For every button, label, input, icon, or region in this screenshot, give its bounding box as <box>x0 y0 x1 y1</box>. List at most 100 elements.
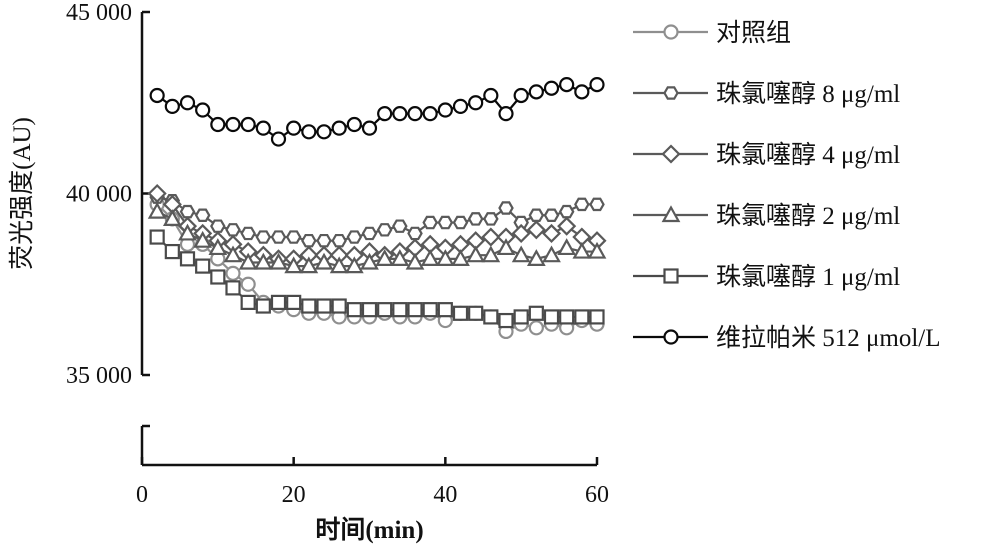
series-3 <box>147 201 607 274</box>
point-marker <box>286 120 302 136</box>
point-marker <box>468 305 484 321</box>
point-marker <box>179 95 196 111</box>
point-marker <box>253 252 273 270</box>
point-marker <box>528 320 544 336</box>
point-marker <box>331 120 347 136</box>
point-marker <box>543 309 560 325</box>
point-marker <box>422 106 438 122</box>
point-marker <box>344 256 364 274</box>
legend-item: 对照组 <box>633 19 791 47</box>
point-marker <box>225 265 241 281</box>
point-marker <box>377 106 393 122</box>
point-marker <box>210 219 226 233</box>
point-marker <box>528 305 544 321</box>
point-marker <box>193 230 213 248</box>
x-tick-label: 0 <box>136 482 148 508</box>
point-marker <box>511 245 531 263</box>
point-marker <box>466 245 486 263</box>
point-marker <box>377 302 393 318</box>
point-marker <box>270 230 287 244</box>
legend-item: 维拉帕米 512 μmol/L <box>633 324 941 352</box>
point-marker <box>285 230 302 244</box>
point-marker <box>589 309 605 325</box>
point-marker <box>452 215 469 230</box>
point-marker <box>526 220 546 240</box>
y-axis-title: 荧光强度(AU) <box>8 117 36 270</box>
point-marker <box>513 87 529 104</box>
y-ticks: 35 000 40 000 45 000 <box>66 0 150 389</box>
point-marker <box>179 204 196 219</box>
point-marker <box>179 251 196 267</box>
point-marker <box>543 80 560 96</box>
point-marker <box>316 233 332 248</box>
point-marker <box>407 226 423 241</box>
point-marker <box>557 216 577 236</box>
point-marker <box>543 208 560 223</box>
legend-item: 珠氯噻醇 4 μg/ml <box>633 141 900 169</box>
point-marker <box>528 208 545 223</box>
series-4 <box>149 229 605 329</box>
point-marker <box>498 106 514 122</box>
point-marker <box>587 241 607 259</box>
point-marker <box>437 102 453 118</box>
point-marker <box>481 227 501 247</box>
point-marker <box>468 95 484 111</box>
point-marker <box>589 197 605 212</box>
legend-label: 珠氯噻醇 4 μg/ml <box>716 141 900 169</box>
y-tick-label: 40 000 <box>66 182 132 208</box>
point-marker <box>316 124 332 140</box>
point-marker <box>240 294 256 310</box>
point-marker <box>164 243 180 260</box>
point-marker <box>422 215 438 230</box>
point-marker <box>240 226 256 241</box>
point-marker <box>558 204 575 219</box>
point-marker <box>483 212 499 226</box>
point-marker <box>270 131 287 147</box>
legend-item: 珠氯噻醇 1 μg/ml <box>633 263 900 291</box>
legend-label: 维拉帕米 512 μmol/L <box>716 324 941 352</box>
point-marker <box>513 309 529 325</box>
point-marker <box>346 230 363 244</box>
series-5 <box>149 76 605 147</box>
point-marker <box>483 309 499 325</box>
point-marker <box>346 302 362 318</box>
point-marker <box>528 84 544 100</box>
point-marker <box>316 298 332 314</box>
point-marker <box>511 223 531 243</box>
point-marker <box>375 249 395 266</box>
point-marker <box>589 76 605 93</box>
point-marker <box>360 252 379 270</box>
point-marker <box>663 329 679 345</box>
point-marker <box>452 305 469 321</box>
point-marker <box>331 233 347 248</box>
point-marker <box>661 205 681 223</box>
point-marker <box>437 215 454 230</box>
point-marker <box>284 256 304 274</box>
point-marker <box>574 84 590 100</box>
point-marker <box>574 309 590 325</box>
point-marker <box>392 302 408 318</box>
point-marker <box>147 201 167 219</box>
legend-label: 珠氯噻醇 1 μg/ml <box>716 263 900 291</box>
point-marker <box>194 208 211 223</box>
point-marker <box>467 212 484 226</box>
point-marker <box>225 280 241 296</box>
point-marker <box>301 298 317 314</box>
point-marker <box>361 226 378 241</box>
point-marker <box>314 252 334 270</box>
point-marker <box>557 238 577 256</box>
point-marker <box>392 106 408 122</box>
y-tick-label: 35 000 <box>66 363 132 389</box>
x-axis-title: 时间(min) <box>315 516 423 544</box>
point-marker <box>361 302 378 318</box>
point-marker <box>420 249 440 266</box>
point-marker <box>663 86 679 100</box>
point-marker <box>210 269 226 285</box>
legend-item: 珠氯噻醇 2 μg/ml <box>633 202 900 230</box>
point-marker <box>481 245 501 263</box>
point-marker <box>572 241 592 259</box>
point-marker <box>240 116 256 133</box>
point-marker <box>376 223 393 237</box>
x-tick-label: 40 <box>433 482 457 508</box>
